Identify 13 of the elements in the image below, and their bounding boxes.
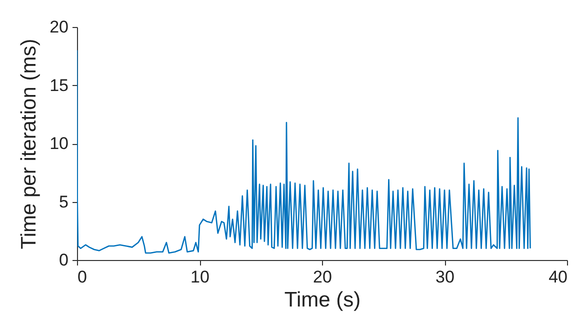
y-axis-title: Time per iteration (ms): [18, 38, 41, 250]
x-tick-label: 30: [436, 268, 454, 286]
x-tick-label: 40: [548, 268, 568, 286]
x-tick-label: 0: [78, 268, 87, 286]
x-axis-title: Time (s): [284, 288, 361, 312]
y-tick-label: 20: [50, 18, 68, 36]
y-tick-label: 15: [50, 76, 68, 95]
y-tick-label: 5: [59, 192, 68, 212]
line-series: [77, 50, 531, 254]
x-tick-label: 20: [313, 268, 332, 286]
y-tick-label: 10: [50, 134, 68, 153]
x-tick-label: 10: [190, 268, 210, 286]
y-tick-label: 0: [59, 250, 68, 270]
